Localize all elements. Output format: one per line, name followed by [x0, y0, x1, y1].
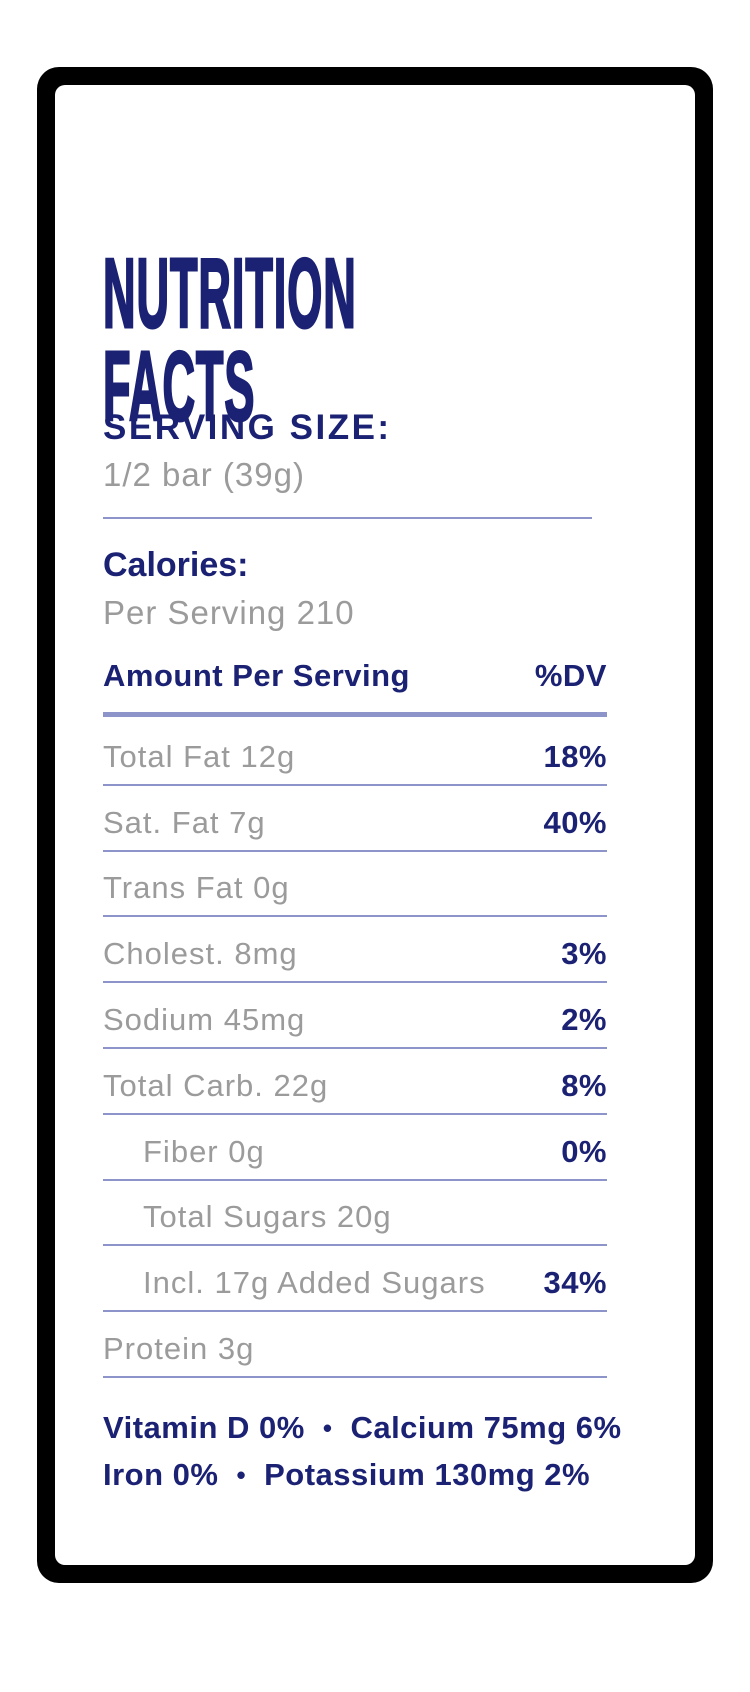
label-frame — [37, 67, 713, 1583]
nutrient-dv-value: 18% — [543, 738, 607, 774]
nutrient-row: Cholest. 8mg 3% — [103, 917, 607, 984]
nutrient-row: Sat. Fat 7g 40% — [103, 786, 607, 852]
nutrient-dv-value: 2% — [561, 1002, 607, 1038]
nutrient-row: Protein 3g — [103, 1312, 607, 1378]
micronutrients: Vitamin D 0% • Calcium 75mg 6% Iron 0% •… — [103, 1404, 622, 1498]
nutrient-dv-value: 40% — [543, 804, 607, 840]
nutrient-label: Total Fat 12g — [103, 738, 296, 774]
calories-heading: Calories: — [103, 546, 249, 584]
amount-per-serving-heading: Amount Per Serving — [103, 658, 410, 693]
label-title-line1: NUTRITION — [102, 237, 357, 348]
nutrient-row: Total Carb. 22g 8% — [103, 1049, 607, 1115]
nutrient-label: Cholest. 8mg — [103, 936, 298, 972]
nutrient-label: Sat. Fat 7g — [103, 804, 266, 840]
serving-size-value: 1/2 bar (39g) — [103, 456, 305, 493]
nutrient-row: Fiber 0g 0% — [103, 1115, 607, 1181]
potassium-value: Potassium 130mg 2% — [264, 1456, 591, 1492]
nutrient-dv-value: 3% — [561, 936, 607, 972]
bullet-separator: • — [322, 1412, 333, 1443]
nutrient-row: Incl. 17g Added Sugars 34% — [103, 1246, 607, 1313]
nutrient-row: Total Fat 12g 18% — [103, 720, 607, 786]
micronutrient-line-2: Iron 0% • Potassium 130mg 2% — [103, 1451, 622, 1498]
iron-value: Iron 0% — [103, 1456, 219, 1492]
calories-value: Per Serving 210 — [103, 594, 355, 631]
nutrient-dv-value: 0% — [561, 1133, 607, 1169]
vitamin-d-value: Vitamin D 0% — [103, 1409, 305, 1445]
nutrient-dv-value: 8% — [561, 1067, 607, 1103]
nutrient-table: Total Fat 12g 18% Sat. Fat 7g 40% Trans … — [103, 720, 607, 1378]
nutrient-label: Fiber 0g — [143, 1133, 265, 1169]
nutrient-row: Sodium 45mg 2% — [103, 983, 607, 1049]
table-header-divider — [103, 712, 607, 717]
nutrient-label: Total Sugars 20g — [143, 1199, 392, 1235]
table-header: Amount Per Serving %DV — [103, 658, 607, 694]
label-card-surface — [55, 85, 695, 1565]
nutrient-label: Trans Fat 0g — [103, 870, 290, 906]
calcium-value: Calcium 75mg 6% — [350, 1409, 622, 1445]
nutrient-label: Total Carb. 22g — [103, 1067, 329, 1103]
serving-divider — [103, 517, 592, 519]
micronutrient-line-1: Vitamin D 0% • Calcium 75mg 6% — [103, 1404, 622, 1451]
label-title-line2: FACTS — [102, 330, 256, 441]
nutrient-label: Incl. 17g Added Sugars — [143, 1265, 486, 1301]
nutrient-label: Sodium 45mg — [103, 1002, 306, 1038]
nutrient-dv-value: 34% — [543, 1265, 607, 1301]
nutrient-row: Trans Fat 0g — [103, 852, 607, 918]
nutrient-row: Total Sugars 20g — [103, 1181, 607, 1247]
dv-column-heading: %DV — [534, 658, 607, 693]
bullet-separator: • — [236, 1459, 247, 1490]
serving-size-heading: SERVING SIZE: — [103, 408, 392, 447]
label-title: NUTRITION FACTS — [102, 237, 655, 441]
nutrient-label: Protein 3g — [103, 1331, 255, 1367]
